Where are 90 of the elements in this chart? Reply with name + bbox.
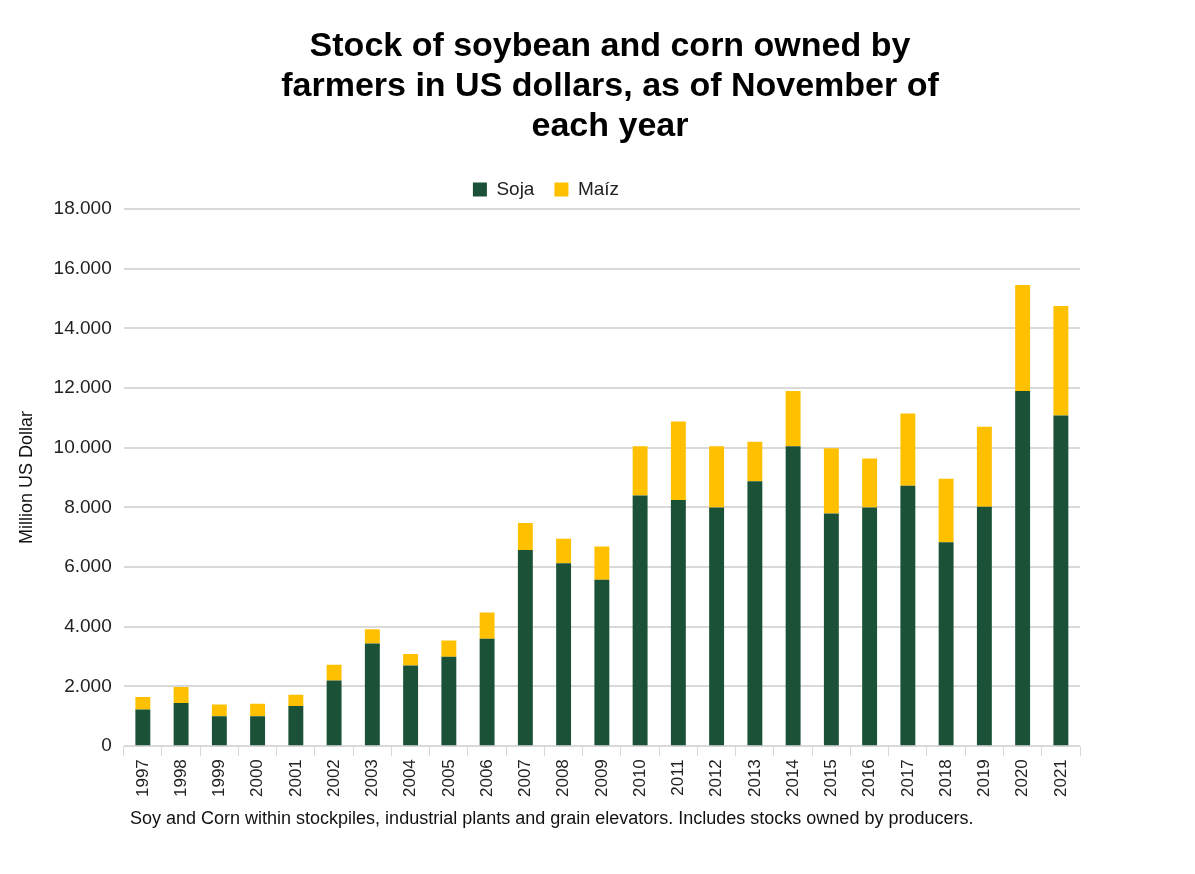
bar [976,426,992,507]
bar [709,446,725,508]
text: Soy and Corn within stockpiles, industrial plants and grain elevators. Includes stocks owned by producers. [130,807,975,830]
bar [403,653,419,666]
bar [632,446,648,496]
y-tick-label: 18.000 [53,197,112,219]
x-tick-label: 2012 [706,759,726,798]
y-tick-label: 12.000 [53,376,112,398]
bar [479,638,495,746]
bar [900,413,916,486]
x-tick-label: 1997 [132,759,152,798]
x-tick-label: 2018 [935,759,955,798]
bar [862,507,878,746]
x-tick-label: 1999 [209,759,229,798]
bar [709,507,725,746]
bar [364,629,380,644]
bar [1053,415,1069,746]
legend-label: Maíz [577,177,620,199]
bar [823,448,839,514]
bar [403,665,419,746]
bar [747,441,763,482]
x-tick-label: 2014 [782,759,802,798]
x-tick-label: 2001 [285,759,305,798]
x-tick-label: 2005 [438,759,458,798]
y-tick-label: 6.000 [64,555,112,577]
bar [938,478,954,543]
bar [632,495,648,746]
y-tick-label: 16.000 [53,256,112,278]
chart-title: Stock of soybean and corn owned by farmers in US dollars, as of November of each year [280,24,940,144]
y-tick-label: 4.000 [64,615,112,637]
x-tick-label: 2003 [362,759,382,798]
bar [250,703,266,717]
x-tick-label: 2013 [744,759,764,798]
bar [211,704,227,717]
y-tick-label: 8.000 [64,495,112,517]
x-tick-label: 2004 [400,759,420,798]
bar [1053,305,1069,416]
bar [517,522,533,551]
bar [938,542,954,746]
bar [250,716,266,746]
bar [364,643,380,746]
bar [670,421,686,500]
bar [785,391,801,447]
bar [862,458,878,508]
x-tick-label: 2007 [515,759,535,798]
bar [670,499,686,746]
y-tick-label: 14.000 [53,316,112,338]
bar [441,656,457,746]
bar [517,550,533,746]
x-tick-label: 2002 [323,759,343,798]
bar [785,446,801,746]
y-tick-label: 2.000 [64,674,112,696]
bar [135,696,151,710]
bar [211,716,227,746]
bar [556,563,572,746]
y-tick-label: 0 [101,734,112,756]
x-tick-label: 2017 [897,759,917,798]
x-tick-label: 2019 [974,759,994,798]
bar [556,538,572,564]
x-tick-label: 2016 [859,759,879,798]
x-tick-label: 1998 [170,759,190,798]
bar [594,579,610,746]
x-tick-label: 2008 [553,759,573,798]
x-tick-label: 2009 [591,759,611,798]
x-tick-label: 2006 [476,759,496,798]
bar [326,664,342,681]
bar [823,513,839,746]
bar [135,709,151,746]
bar [288,705,304,746]
bar [173,702,189,746]
bar [288,694,304,706]
bar [479,612,495,639]
x-tick-label: 2011 [668,759,688,796]
bar [976,506,992,746]
bar [747,481,763,746]
bar [326,680,342,746]
bar [594,546,610,580]
x-tick-label: 2021 [1050,759,1070,798]
bar [441,640,457,657]
bar [1015,391,1031,746]
x-tick-label: 2000 [247,759,267,798]
legend-label: Soja [496,177,535,199]
bar [1015,285,1031,392]
bar [900,485,916,746]
bar [173,687,189,703]
x-tick-label: 2020 [1012,759,1032,798]
x-tick-label: 2010 [629,759,649,798]
x-tick-label: 2015 [821,759,841,798]
y-tick-label: 10.000 [53,435,112,457]
y-axis-title: Million US Dollar [15,411,36,545]
